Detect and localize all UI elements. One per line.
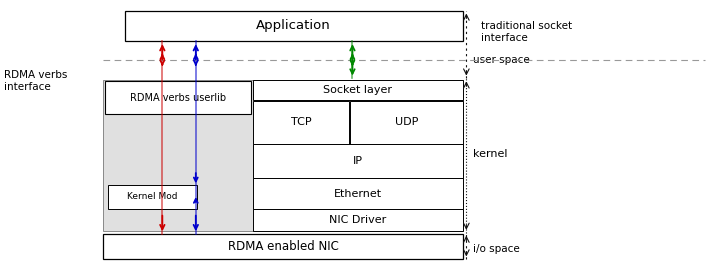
Bar	[350, 101, 463, 144]
Text: UDP: UDP	[395, 117, 418, 127]
Text: RDMA verbs userlib: RDMA verbs userlib	[130, 93, 226, 103]
Bar	[253, 80, 463, 100]
Text: RDMA enabled NIC: RDMA enabled NIC	[228, 240, 338, 253]
Bar	[125, 11, 463, 41]
Text: RDMA verbs
interface: RDMA verbs interface	[4, 70, 67, 92]
Text: Ethernet: Ethernet	[334, 189, 382, 198]
Text: i/o space: i/o space	[473, 244, 520, 254]
Text: kernel: kernel	[473, 149, 508, 159]
Text: user space: user space	[473, 55, 530, 65]
Bar	[105, 81, 251, 114]
Text: Application: Application	[256, 19, 331, 32]
Bar	[108, 185, 197, 209]
Bar	[253, 178, 463, 209]
Text: traditional socket
interface: traditional socket interface	[481, 21, 572, 43]
Bar	[253, 209, 463, 231]
Text: TCP: TCP	[290, 117, 311, 127]
Text: IP: IP	[352, 156, 363, 166]
Bar	[103, 234, 463, 259]
Bar	[253, 101, 349, 144]
Bar	[253, 144, 463, 178]
Text: Socket layer: Socket layer	[323, 85, 392, 95]
Bar	[103, 80, 463, 231]
Text: Kernel Mod: Kernel Mod	[127, 192, 178, 201]
Text: NIC Driver: NIC Driver	[329, 215, 387, 225]
